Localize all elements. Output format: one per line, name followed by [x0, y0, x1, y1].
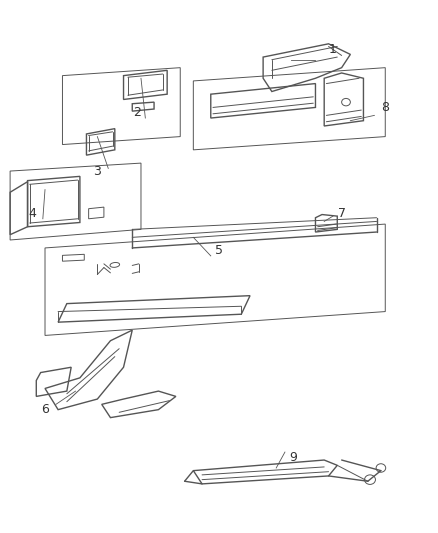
Text: 6: 6 — [41, 403, 49, 416]
Text: 8: 8 — [380, 101, 389, 114]
Text: 2: 2 — [132, 106, 140, 119]
Text: 1: 1 — [328, 43, 336, 55]
Text: 4: 4 — [28, 207, 36, 220]
Text: 5: 5 — [215, 244, 223, 257]
Text: 9: 9 — [289, 451, 297, 464]
Text: 3: 3 — [93, 165, 101, 177]
Text: 7: 7 — [337, 207, 345, 220]
